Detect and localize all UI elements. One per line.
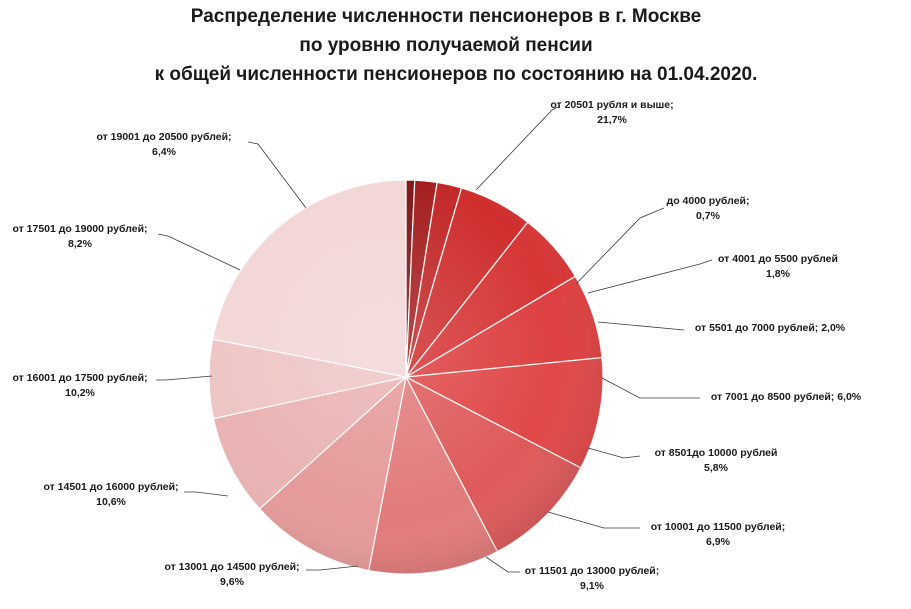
slice-label-line: от 10001 до 11500 рублей; [651, 521, 786, 533]
slice-label-line: 9,6% [220, 576, 245, 588]
leader-line-4 [601, 377, 700, 399]
slice-label-4: от 7001 до 8500 рублей; 6,0% [711, 391, 862, 403]
slice-label-line: 10,6% [96, 496, 126, 508]
slice-label-line: от 19001 до 20500 рублей; [96, 131, 231, 143]
slice-label-line: от 16001 до 17500 рублей; [12, 372, 147, 384]
slice-label-11: от 17501 до 19000 рублей; 8,2% [12, 223, 147, 250]
slice-label-9: от 14501 до 16000 рублей; 10,6% [43, 481, 178, 508]
slice-label-6: от 10001 до 11500 рублей; 6,9% [651, 521, 786, 548]
leader-line-5 [587, 447, 641, 459]
slice-label-13: от 20501 рубля и выше; 21,7% [550, 99, 673, 126]
slice-label-3: от 5501 до 7000 рублей; 2,0% [695, 322, 846, 334]
slice-labels: до 4000 рублей; 0,7% от 4001 до 5500 рубле… [12, 99, 861, 592]
slice-label-line: 21,7% [597, 114, 627, 126]
leader-line-6 [547, 511, 640, 529]
leader-line-3 [597, 321, 685, 331]
slice-label-5: от 8501до 10000 рублей 5,8% [655, 447, 778, 474]
slice-label-line: от 11501 до 13000 рублей; [525, 565, 660, 577]
slice-label-12: от 19001 до 20500 рублей; 6,4% [96, 131, 231, 158]
leader-line-2 [587, 259, 713, 294]
slice-label-line: 1,8% [766, 268, 791, 280]
slice-label-10: от 16001 до 17500 рублей; 10,2% [12, 372, 147, 399]
slice-label-1: до 4000 рублей; 0,7% [667, 195, 750, 222]
title-line-1: Распределение численности пенсионеров в … [191, 6, 701, 27]
slice-label-line: до 4000 рублей; [667, 195, 750, 207]
leader-line-13 [475, 105, 561, 191]
title-line-2: по уровню получаемой пенсии [299, 35, 592, 56]
slice-label-line: от 7001 до 8500 рублей; 6,0% [711, 391, 862, 403]
chart-title: Распределение численности пенсионеров в … [155, 6, 758, 85]
slice-label-line: 10,2% [65, 387, 95, 399]
slice-label-line: 8,2% [68, 238, 93, 250]
slice-label-line: 5,8% [704, 462, 729, 474]
slice-label-8: от 13001 до 14500 рублей; 9,6% [164, 561, 299, 588]
slice-label-line: от 8501до 10000 рублей [655, 447, 778, 459]
slice-label-line: 9,1% [580, 580, 605, 592]
slice-label-line: 6,4% [152, 146, 177, 158]
slice-label-2: от 4001 до 5500 рублей 1,8% [718, 253, 838, 280]
slice-label-line: 6,9% [706, 536, 731, 548]
slice-label-line: от 14501 до 16000 рублей; [43, 481, 178, 493]
leader-line-8 [306, 565, 359, 571]
leader-line-9 [184, 491, 229, 497]
title-line-3: к общей численности пенсионеров по состо… [155, 64, 758, 85]
slice-label-line: от 20501 рубля и выше; [550, 99, 673, 111]
leader-line-7 [485, 556, 520, 573]
slice-label-line: от 5501 до 7000 рублей; 2,0% [695, 322, 846, 334]
leader-line-11 [157, 233, 241, 271]
slice-label-line: от 4001 до 5500 рублей [718, 253, 838, 265]
leader-line-1 [575, 207, 665, 285]
slice-label-line: от 17501 до 19000 рублей; [12, 223, 147, 235]
leader-lines [156, 105, 713, 573]
leader-line-10 [156, 375, 213, 381]
slice-label-7: от 11501 до 13000 рублей; 9,1% [525, 565, 660, 592]
slice-label-line: 0,7% [696, 210, 721, 222]
pie-slices [208, 179, 604, 575]
leader-line-12 [247, 141, 307, 209]
slice-label-line: от 13001 до 14500 рублей; [164, 561, 299, 573]
